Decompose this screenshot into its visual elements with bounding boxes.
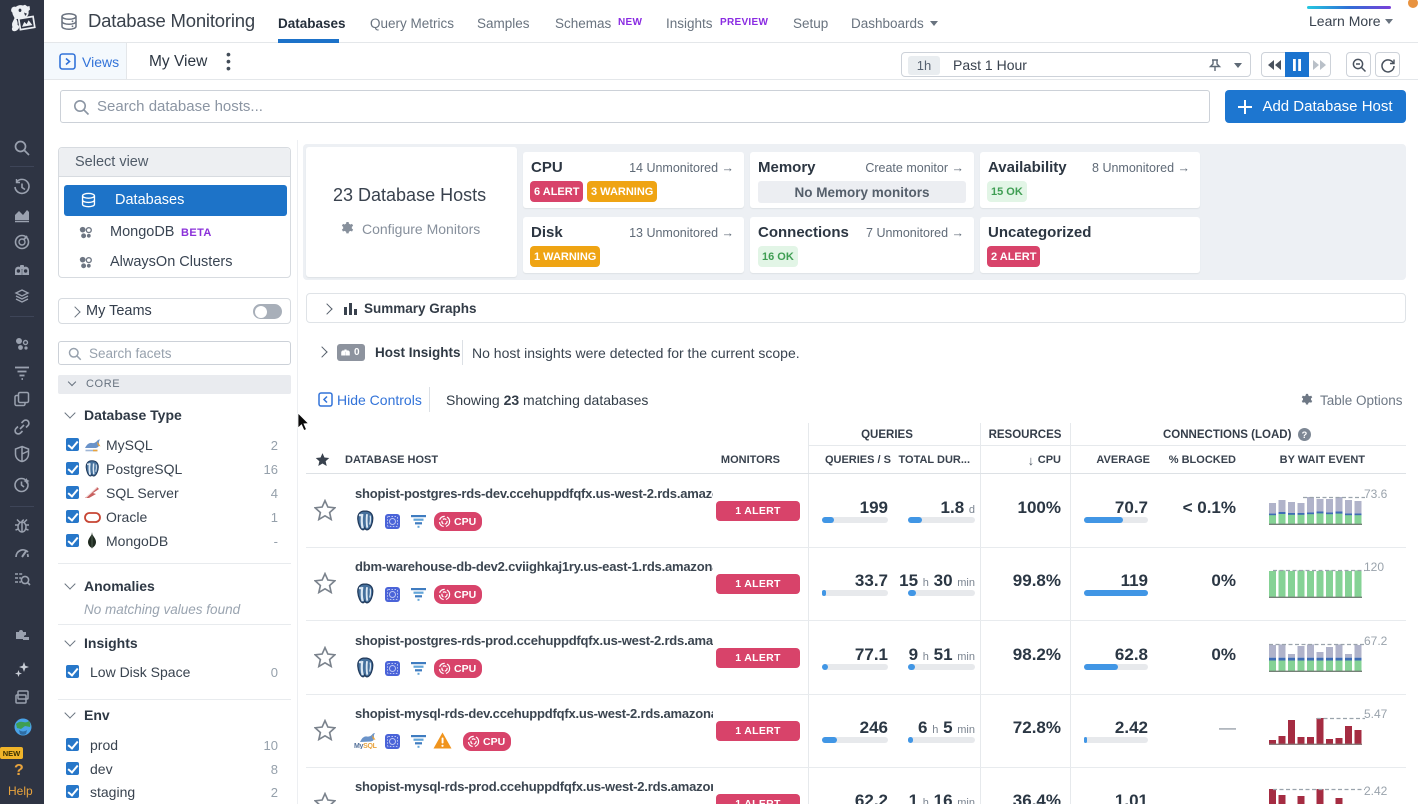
svg-text:?: ?: [1301, 430, 1307, 440]
svg-text:MySQL: MySQL: [354, 743, 377, 749]
